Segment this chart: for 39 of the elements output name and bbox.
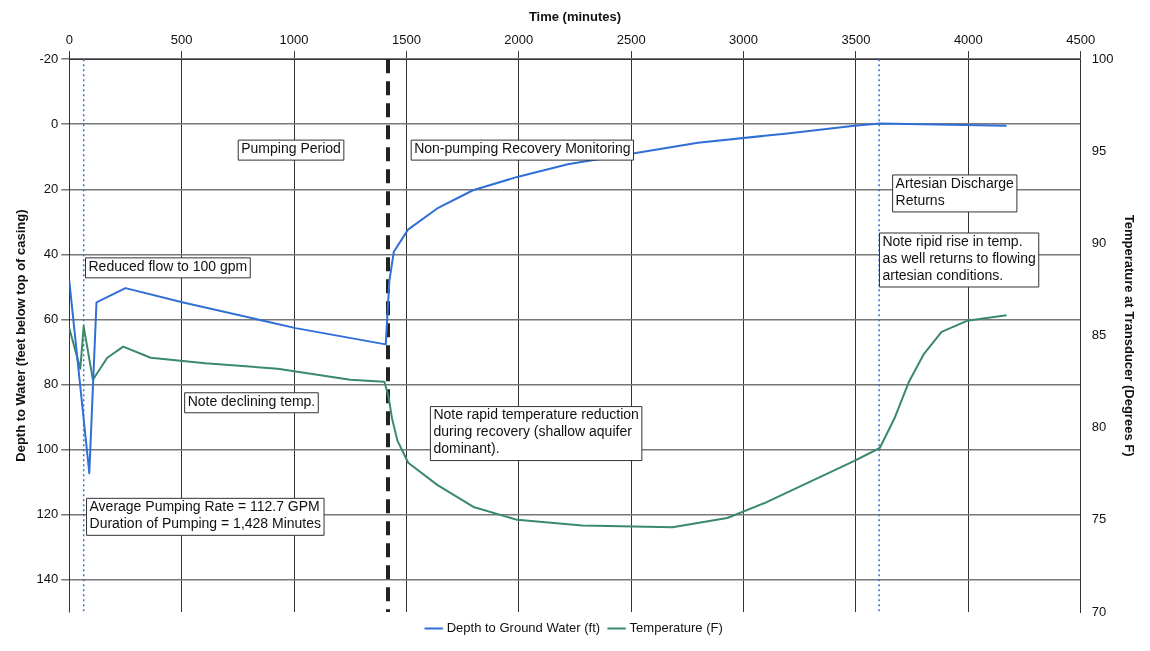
y-tick-label: 60 xyxy=(43,310,59,326)
y2-tick-label: 80 xyxy=(1091,419,1107,435)
y-tick-label: 80 xyxy=(43,375,59,391)
annotation: Average Pumping Rate = 112.7 GPM Duration of Pumping = 1,428 Minutes xyxy=(89,498,322,532)
annotation: Non-pumping Recovery Monitoring xyxy=(414,139,631,156)
x-tick-label: 2000 xyxy=(504,31,534,47)
legend-label: Depth to Ground Water (ft) xyxy=(446,620,601,636)
x-tick-label: 0 xyxy=(65,31,73,47)
annotation: Note ripid rise in temp. as well returns to flowing artesian conditions. xyxy=(882,232,1036,283)
x-axis-title: Time (minutes) xyxy=(528,9,622,25)
x-tick-label: 4500 xyxy=(1066,31,1096,47)
y2-axis-title: Temperature at Transducer (Degrees F) xyxy=(1121,214,1137,457)
x-tick-label: 3000 xyxy=(729,31,759,47)
y-tick-label: 120 xyxy=(36,506,59,522)
y2-tick-label: 95 xyxy=(1091,142,1107,158)
y-tick-label: 40 xyxy=(43,245,59,261)
annotation: Artesian Discharge Returns xyxy=(895,174,1015,208)
legend-label: Temperature (F) xyxy=(629,620,723,636)
y-tick-label: -20 xyxy=(39,50,59,66)
annotation: Reduced flow to 100 gpm xyxy=(88,257,248,274)
x-tick-label: 1500 xyxy=(391,31,421,47)
annotation: Pumping Period xyxy=(241,139,341,156)
y2-tick-label: 90 xyxy=(1091,235,1107,251)
x-tick-label: 1000 xyxy=(279,31,309,47)
y-tick-label: 0 xyxy=(51,115,59,131)
y2-tick-label: 100 xyxy=(1091,50,1114,66)
y-axis-title: Depth to Water (feet below top of casing) xyxy=(13,209,29,462)
annotation: Note rapid temperature reduction during recovery (shallow aquifer dominant). xyxy=(433,406,639,457)
x-tick-label: 3500 xyxy=(841,31,871,47)
y2-tick-label: 75 xyxy=(1091,511,1107,527)
x-tick-label: 4000 xyxy=(953,31,983,47)
y-tick-label: 140 xyxy=(36,571,59,587)
y2-tick-label: 85 xyxy=(1091,327,1107,343)
annotation: Note declining temp. xyxy=(187,392,316,409)
x-tick-label: 2500 xyxy=(616,31,646,47)
y-tick-label: 20 xyxy=(43,180,59,196)
x-tick-label: 500 xyxy=(170,31,193,47)
y-tick-label: 100 xyxy=(36,440,59,456)
y2-tick-label: 70 xyxy=(1091,603,1107,619)
